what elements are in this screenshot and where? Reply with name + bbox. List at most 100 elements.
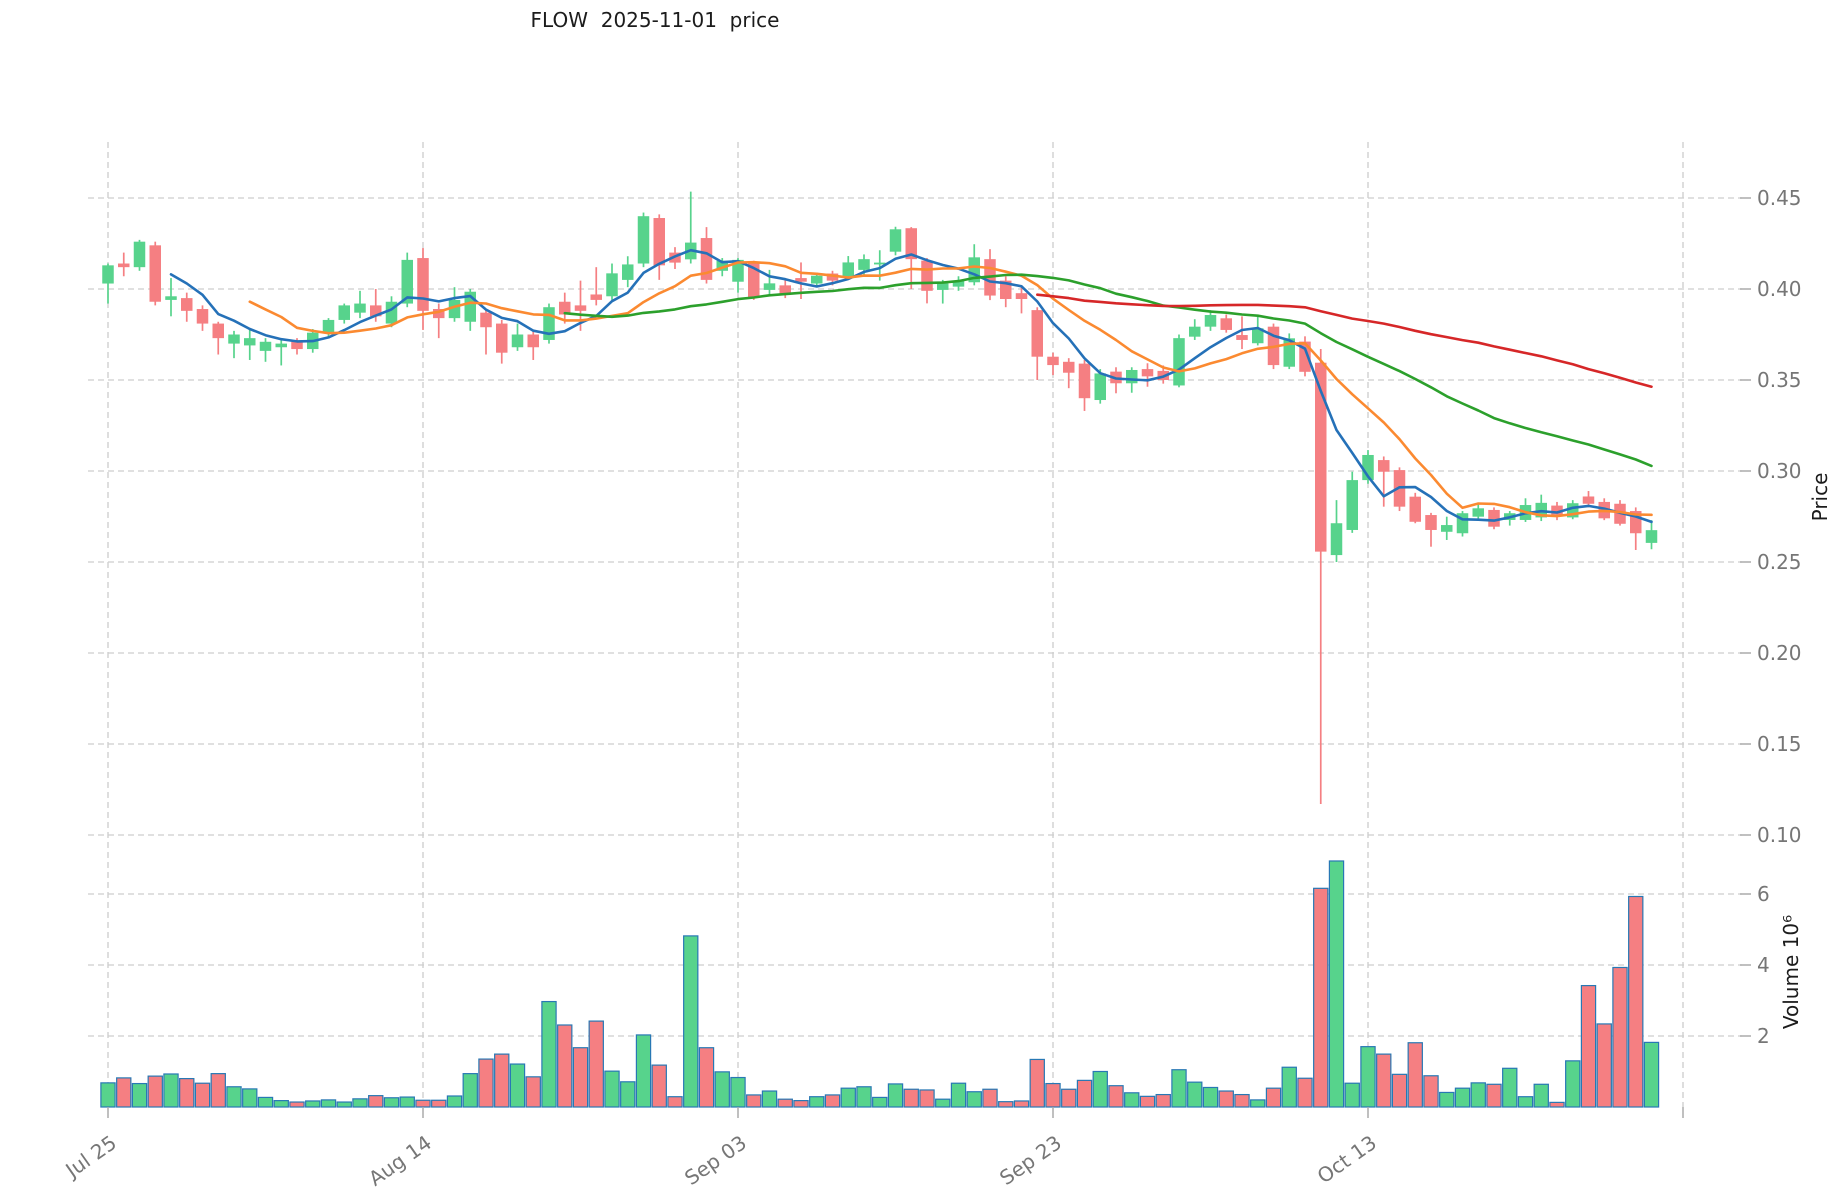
candle-body [385, 301, 398, 324]
candle-body [275, 343, 287, 348]
candle-body [590, 294, 602, 300]
volume-bar [588, 1020, 604, 1108]
volume-bar [919, 1089, 935, 1108]
volume-bar [1628, 895, 1644, 1108]
price-tick-label: 0.40 [1757, 277, 1802, 301]
volume-bar [525, 1076, 541, 1108]
candle-body [354, 303, 366, 313]
candle-body [1252, 328, 1264, 344]
price-tick-label: 0.20 [1757, 641, 1802, 665]
candle-body [1015, 293, 1028, 300]
volume-bar [1344, 1082, 1360, 1108]
candle-body [1141, 369, 1154, 377]
candle-body [417, 258, 429, 311]
date-tick-label: Sep 03 [680, 1130, 751, 1190]
volume-bar [1108, 1085, 1124, 1108]
volume-bar [1234, 1093, 1250, 1108]
volume-bar [368, 1095, 384, 1108]
volume-bar [698, 1047, 715, 1108]
volume-bar [651, 1064, 667, 1108]
candle-body [1409, 496, 1421, 522]
candle-body [1047, 356, 1059, 366]
candle-body [244, 338, 256, 346]
volume-bar [478, 1058, 494, 1108]
volume-bar [1092, 1070, 1108, 1108]
volume-bar [714, 1071, 730, 1108]
volume-bar [1313, 887, 1329, 1108]
volume-bar [1391, 1073, 1408, 1108]
candle-body [1425, 515, 1437, 530]
candle-body [1441, 525, 1453, 532]
volume-bar [872, 1096, 888, 1108]
candle-body [1078, 363, 1091, 399]
volume-bar [1612, 966, 1628, 1108]
candle-body [149, 245, 161, 302]
candlestick-series [102, 191, 1658, 805]
candle-body [1000, 280, 1012, 300]
candle-body [858, 259, 870, 270]
date-tick-label: Jul 25 [60, 1130, 121, 1183]
candle-body [574, 305, 587, 311]
volume-bar [1643, 1041, 1660, 1108]
volume-bar [147, 1075, 163, 1108]
volume-bar [761, 1090, 778, 1108]
volume-bar [116, 1077, 132, 1108]
candle-body [952, 280, 965, 287]
candle-body [1236, 335, 1248, 340]
volume-bar [1045, 1082, 1061, 1108]
candle-body [779, 285, 791, 295]
ma-30-line [563, 273, 1653, 468]
candle-body [118, 263, 130, 268]
moving-average-lines [169, 248, 1653, 524]
candle-body [1645, 530, 1658, 543]
volume-bar [1596, 1023, 1612, 1108]
price-tick-label: 0.10 [1757, 823, 1802, 847]
volume-bar [1328, 860, 1345, 1108]
volume-bar [557, 1024, 573, 1108]
price-axis-label: Price [1808, 473, 1832, 522]
volume-tick-label: 6 [1757, 882, 1770, 906]
volume-bar [273, 1100, 289, 1108]
candle-body [1346, 480, 1358, 530]
candle-body [1472, 508, 1484, 517]
date-tick-label: Oct 13 [1313, 1130, 1381, 1188]
volume-bar [242, 1088, 258, 1108]
volume-bar [793, 1100, 809, 1108]
candle-body [1330, 523, 1343, 556]
candle-body [1488, 509, 1500, 527]
volume-bar [131, 1082, 148, 1108]
volume-bar [1549, 1101, 1565, 1108]
volume-bar [257, 1096, 274, 1108]
volume-bar [620, 1081, 636, 1108]
volume-bar [856, 1086, 872, 1108]
volume-bar [383, 1097, 400, 1108]
candle-body [905, 228, 917, 260]
candle-body [165, 296, 177, 300]
volume-bar [667, 1096, 683, 1108]
volume-bar [1187, 1081, 1203, 1108]
volume-bar [635, 1034, 652, 1108]
volume-bar [1454, 1087, 1471, 1108]
volume-bar [1139, 1095, 1156, 1108]
candle-body [811, 275, 823, 284]
grid-layer [88, 142, 1742, 1107]
volume-bar [462, 1073, 478, 1108]
candle-body [716, 260, 728, 271]
candle-body [1630, 511, 1642, 534]
volume-bar [1155, 1093, 1171, 1108]
candle-body [763, 283, 776, 290]
volume-bar [305, 1100, 321, 1108]
ma-10-line [248, 260, 1653, 518]
candle-body [196, 309, 209, 324]
volume-bar [509, 1063, 526, 1108]
volume-bar [809, 1096, 825, 1108]
volume-bar [226, 1086, 242, 1108]
volume-bar [572, 1047, 589, 1108]
volume-bar [1565, 1060, 1581, 1108]
candle-body [1567, 503, 1579, 518]
volume-bar [1250, 1099, 1266, 1108]
ma-60-line [1036, 293, 1653, 389]
volume-bar [163, 1073, 179, 1108]
candle-body [826, 273, 839, 281]
volume-bar [100, 1082, 116, 1108]
